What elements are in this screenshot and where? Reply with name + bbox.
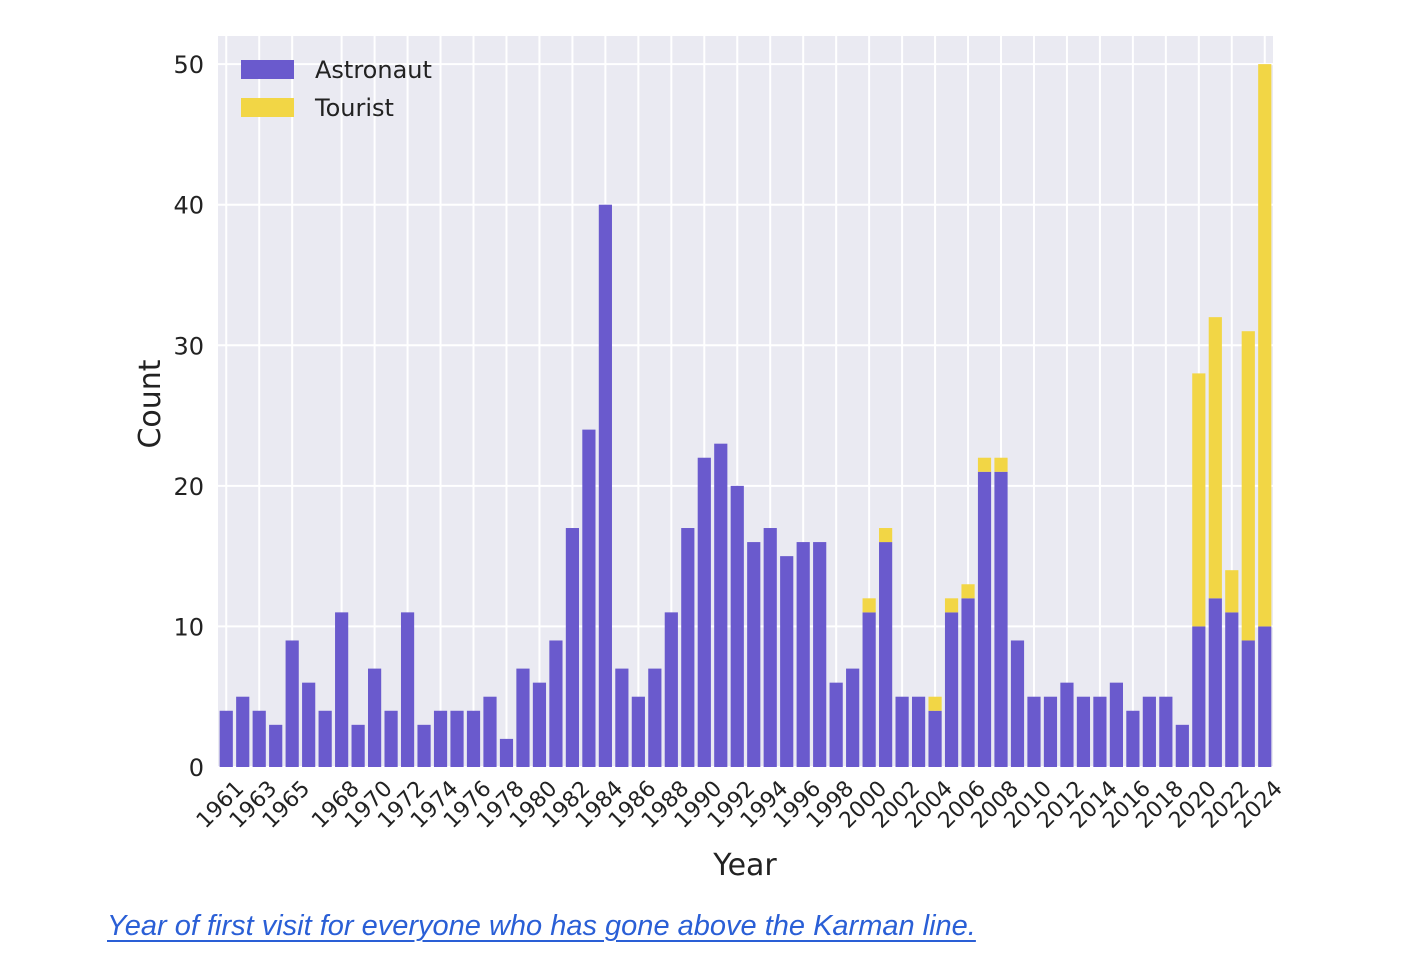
bar-astronaut-1987	[648, 668, 662, 767]
bar-astronaut-1972	[400, 612, 415, 767]
bar-astronaut-2015	[1109, 682, 1123, 767]
bar-astronaut-1992	[730, 485, 744, 767]
y-axis-label: Count	[133, 359, 168, 448]
bar-astronaut-1974	[433, 710, 448, 767]
bar-astronaut-2009	[1010, 640, 1025, 767]
bar-astronaut-1988	[664, 612, 678, 767]
bar-astronaut-1965	[285, 640, 299, 767]
y-tick-label: 0	[189, 754, 204, 782]
bar-astronaut-1969	[351, 724, 365, 767]
bar-astronaut-2014	[1093, 696, 1107, 767]
bar-astronaut-2000	[862, 612, 876, 767]
bar-astronaut-1970	[368, 668, 382, 767]
bar-astronaut-1996	[796, 542, 810, 767]
x-axis-ticks: 1961196319651968197019721974197619781980…	[192, 776, 1288, 833]
bar-astronaut-2019	[1175, 724, 1189, 767]
bar-tourist-2005	[944, 598, 959, 613]
bar-astronaut-2023	[1241, 640, 1255, 767]
bar-astronaut-2022	[1225, 612, 1239, 767]
bar-astronaut-1971	[384, 710, 398, 767]
bar-astronaut-2024	[1258, 626, 1272, 767]
bar-astronaut-1991	[714, 443, 728, 767]
bar-astronaut-1983	[582, 429, 596, 767]
bar-tourist-2023	[1241, 331, 1255, 641]
bar-astronaut-1976	[466, 710, 481, 767]
bar-astronaut-2002	[895, 696, 909, 767]
bar-astronaut-1968	[335, 612, 349, 767]
bar-astronaut-2007	[977, 471, 992, 767]
bar-astronaut-1979	[516, 668, 530, 767]
bar-astronaut-2021	[1208, 598, 1222, 767]
bar-tourist-2000	[862, 598, 876, 613]
bar-astronaut-2017	[1142, 696, 1156, 767]
bar-astronaut-1962	[236, 696, 250, 767]
bar-tourist-2022	[1225, 570, 1239, 613]
y-tick-label: 50	[173, 51, 204, 79]
bar-astronaut-1984	[598, 204, 612, 767]
bar-astronaut-1973	[417, 724, 431, 767]
bar-astronaut-1977	[483, 696, 497, 767]
bar-astronaut-2018	[1159, 696, 1173, 767]
legend-swatch-tourist	[241, 98, 294, 117]
bar-astronaut-1963	[252, 710, 266, 767]
bars	[219, 64, 1272, 767]
legend-label-astronaut: Astronaut	[315, 56, 432, 84]
bar-tourist-2007	[977, 457, 992, 472]
bar-tourist-2021	[1208, 317, 1222, 599]
bar-astronaut-1986	[631, 696, 645, 767]
bar-astronaut-2008	[994, 471, 1008, 767]
bar-astronaut-1967	[318, 710, 332, 767]
bar-astronaut-1998	[829, 682, 843, 767]
bar-astronaut-1985	[615, 668, 629, 767]
bar-astronaut-2010	[1027, 696, 1041, 767]
bar-astronaut-2005	[944, 612, 959, 767]
bar-tourist-2004	[928, 696, 942, 711]
bar-tourist-2006	[961, 584, 975, 599]
bar-astronaut-1982	[565, 528, 580, 767]
bar-chart: 0 10 20 30 40 50 1961196319651968197019721974…	[133, 36, 1288, 883]
y-tick-label: 30	[173, 332, 204, 360]
plot-background	[218, 36, 1273, 767]
bar-astronaut-1989	[681, 528, 695, 767]
bar-astronaut-1993	[747, 542, 761, 767]
bar-astronaut-1981	[549, 640, 563, 767]
bar-astronaut-2013	[1076, 696, 1091, 767]
bar-tourist-2001	[879, 528, 893, 543]
bar-astronaut-1978	[499, 738, 514, 767]
y-tick-label: 20	[173, 473, 204, 501]
bar-astronaut-1995	[780, 556, 794, 767]
bar-astronaut-2020	[1192, 626, 1206, 767]
bar-astronaut-1997	[813, 542, 827, 767]
legend: Astronaut Tourist	[241, 56, 432, 122]
bar-astronaut-2004	[928, 710, 942, 767]
legend-label-tourist: Tourist	[314, 94, 394, 122]
bar-tourist-2020	[1192, 373, 1206, 627]
bar-astronaut-2012	[1060, 682, 1074, 767]
bar-astronaut-2011	[1043, 696, 1058, 767]
bar-astronaut-1980	[532, 682, 547, 767]
bar-tourist-2024	[1258, 64, 1272, 627]
legend-swatch-astronaut	[241, 60, 294, 79]
bar-astronaut-1975	[450, 710, 464, 767]
bar-astronaut-1994	[763, 528, 777, 767]
bar-astronaut-2003	[911, 696, 926, 767]
y-axis-ticks: 0 10 20 30 40 50	[173, 51, 204, 782]
y-tick-label: 40	[173, 192, 204, 220]
bar-astronaut-1961	[219, 710, 233, 767]
bar-astronaut-1999	[846, 668, 860, 767]
bar-astronaut-1966	[302, 682, 316, 767]
bar-astronaut-1964	[269, 724, 283, 767]
bar-astronaut-1990	[697, 457, 711, 767]
bar-tourist-2008	[994, 457, 1008, 472]
bar-astronaut-2016	[1126, 710, 1140, 767]
figure-caption-link[interactable]: Year of first visit for everyone who has…	[107, 910, 976, 942]
y-tick-label: 10	[173, 613, 204, 641]
x-axis-label: Year	[712, 848, 777, 883]
bar-astronaut-2006	[961, 598, 975, 767]
bar-astronaut-2001	[879, 542, 893, 767]
